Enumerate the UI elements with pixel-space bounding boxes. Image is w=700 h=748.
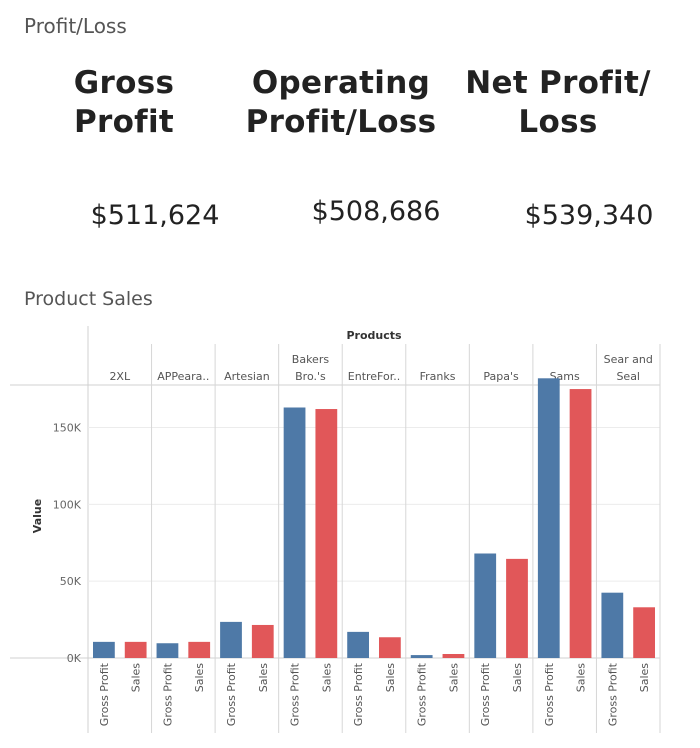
kpi-title-line: Profit/Loss — [245, 104, 437, 141]
measure-label: Gross Profit — [543, 662, 556, 726]
y-tick-label: 50K — [60, 575, 82, 588]
measure-label: Sales — [447, 663, 460, 693]
product-sales-chart: Products 0K 50K 100K 150K Value 2XL Gross Profi… — [10, 326, 661, 733]
kpi-operating-profit-title: Operating Profit/Loss — [236, 64, 446, 142]
bar-sales — [442, 654, 465, 658]
category-label: APPeara.. — [157, 370, 209, 383]
kpi-title-line: Loss — [518, 104, 598, 141]
category-label: Bakers — [292, 353, 330, 366]
kpi-title-line: Profit — [73, 104, 175, 141]
measure-label: Sales — [511, 663, 524, 693]
kpi-title-line: Gross — [73, 65, 175, 101]
bar-sales — [315, 409, 338, 658]
category-label: EntreFor.. — [348, 370, 400, 383]
bar-gross-profit — [347, 631, 369, 658]
column-header: Products — [346, 329, 402, 342]
bar-gross-profit — [220, 621, 242, 658]
measure-label: Gross Profit — [225, 662, 238, 726]
kpi-net-profit-title: Net Profit/ Loss — [453, 64, 663, 142]
measure-label: Sales — [638, 663, 651, 693]
measure-label: Gross Profit — [161, 662, 174, 726]
bar-gross-profit — [283, 407, 306, 658]
measure-label: Sales — [320, 663, 333, 693]
kpi-title-line: Net Profit/ — [465, 65, 651, 101]
y-axis-title: Value — [31, 499, 44, 533]
product-sales-title: Product Sales — [24, 288, 153, 310]
measure-label: Gross Profit — [479, 662, 492, 726]
bar-gross-profit — [156, 643, 179, 658]
bar-sales — [633, 607, 655, 658]
kpi-net-profit-value: $539,340 — [524, 200, 654, 231]
bar-gross-profit — [410, 655, 433, 658]
category-label: Seal — [616, 370, 640, 383]
kpi-title-line: Operating — [251, 65, 431, 101]
category-label: Franks — [420, 370, 456, 383]
bar-gross-profit — [474, 553, 497, 658]
bar-sales — [251, 624, 274, 658]
y-tick-label: 150K — [53, 421, 82, 434]
measure-label: Sales — [575, 663, 588, 693]
bar-gross-profit — [601, 592, 624, 658]
category-label: Artesian — [224, 370, 270, 383]
measure-label: Sales — [193, 663, 206, 693]
kpi-gross-profit-title: Gross Profit — [19, 64, 229, 142]
category-label: Sear and — [604, 353, 653, 366]
measure-label: Gross Profit — [352, 662, 365, 726]
bar-sales — [506, 558, 528, 658]
measure-label: Sales — [257, 663, 270, 693]
measure-label: Gross Profit — [98, 662, 111, 726]
category-label: 2XL — [109, 370, 131, 383]
measure-label: Gross Profit — [289, 662, 302, 726]
bar-sales — [569, 389, 592, 658]
bar-sales — [188, 641, 211, 658]
category-label: Bro.'s — [295, 370, 326, 383]
bar-gross-profit — [93, 641, 115, 658]
y-tick-label: 0K — [67, 652, 82, 665]
measure-label: Sales — [384, 663, 397, 693]
profit-loss-title: Profit/Loss — [24, 14, 127, 38]
measure-label: Gross Profit — [416, 662, 429, 726]
kpi-gross-profit-value: $511,624 — [90, 200, 220, 231]
kpi-operating-profit-value: $508,686 — [311, 196, 441, 227]
category-label: Papa's — [483, 370, 519, 383]
bar-gross-profit — [537, 378, 560, 658]
y-tick-label: 100K — [53, 498, 82, 511]
measure-label: Gross Profit — [606, 662, 619, 726]
bar-sales — [124, 641, 147, 658]
measure-label: Sales — [130, 663, 143, 693]
bar-sales — [379, 637, 401, 658]
